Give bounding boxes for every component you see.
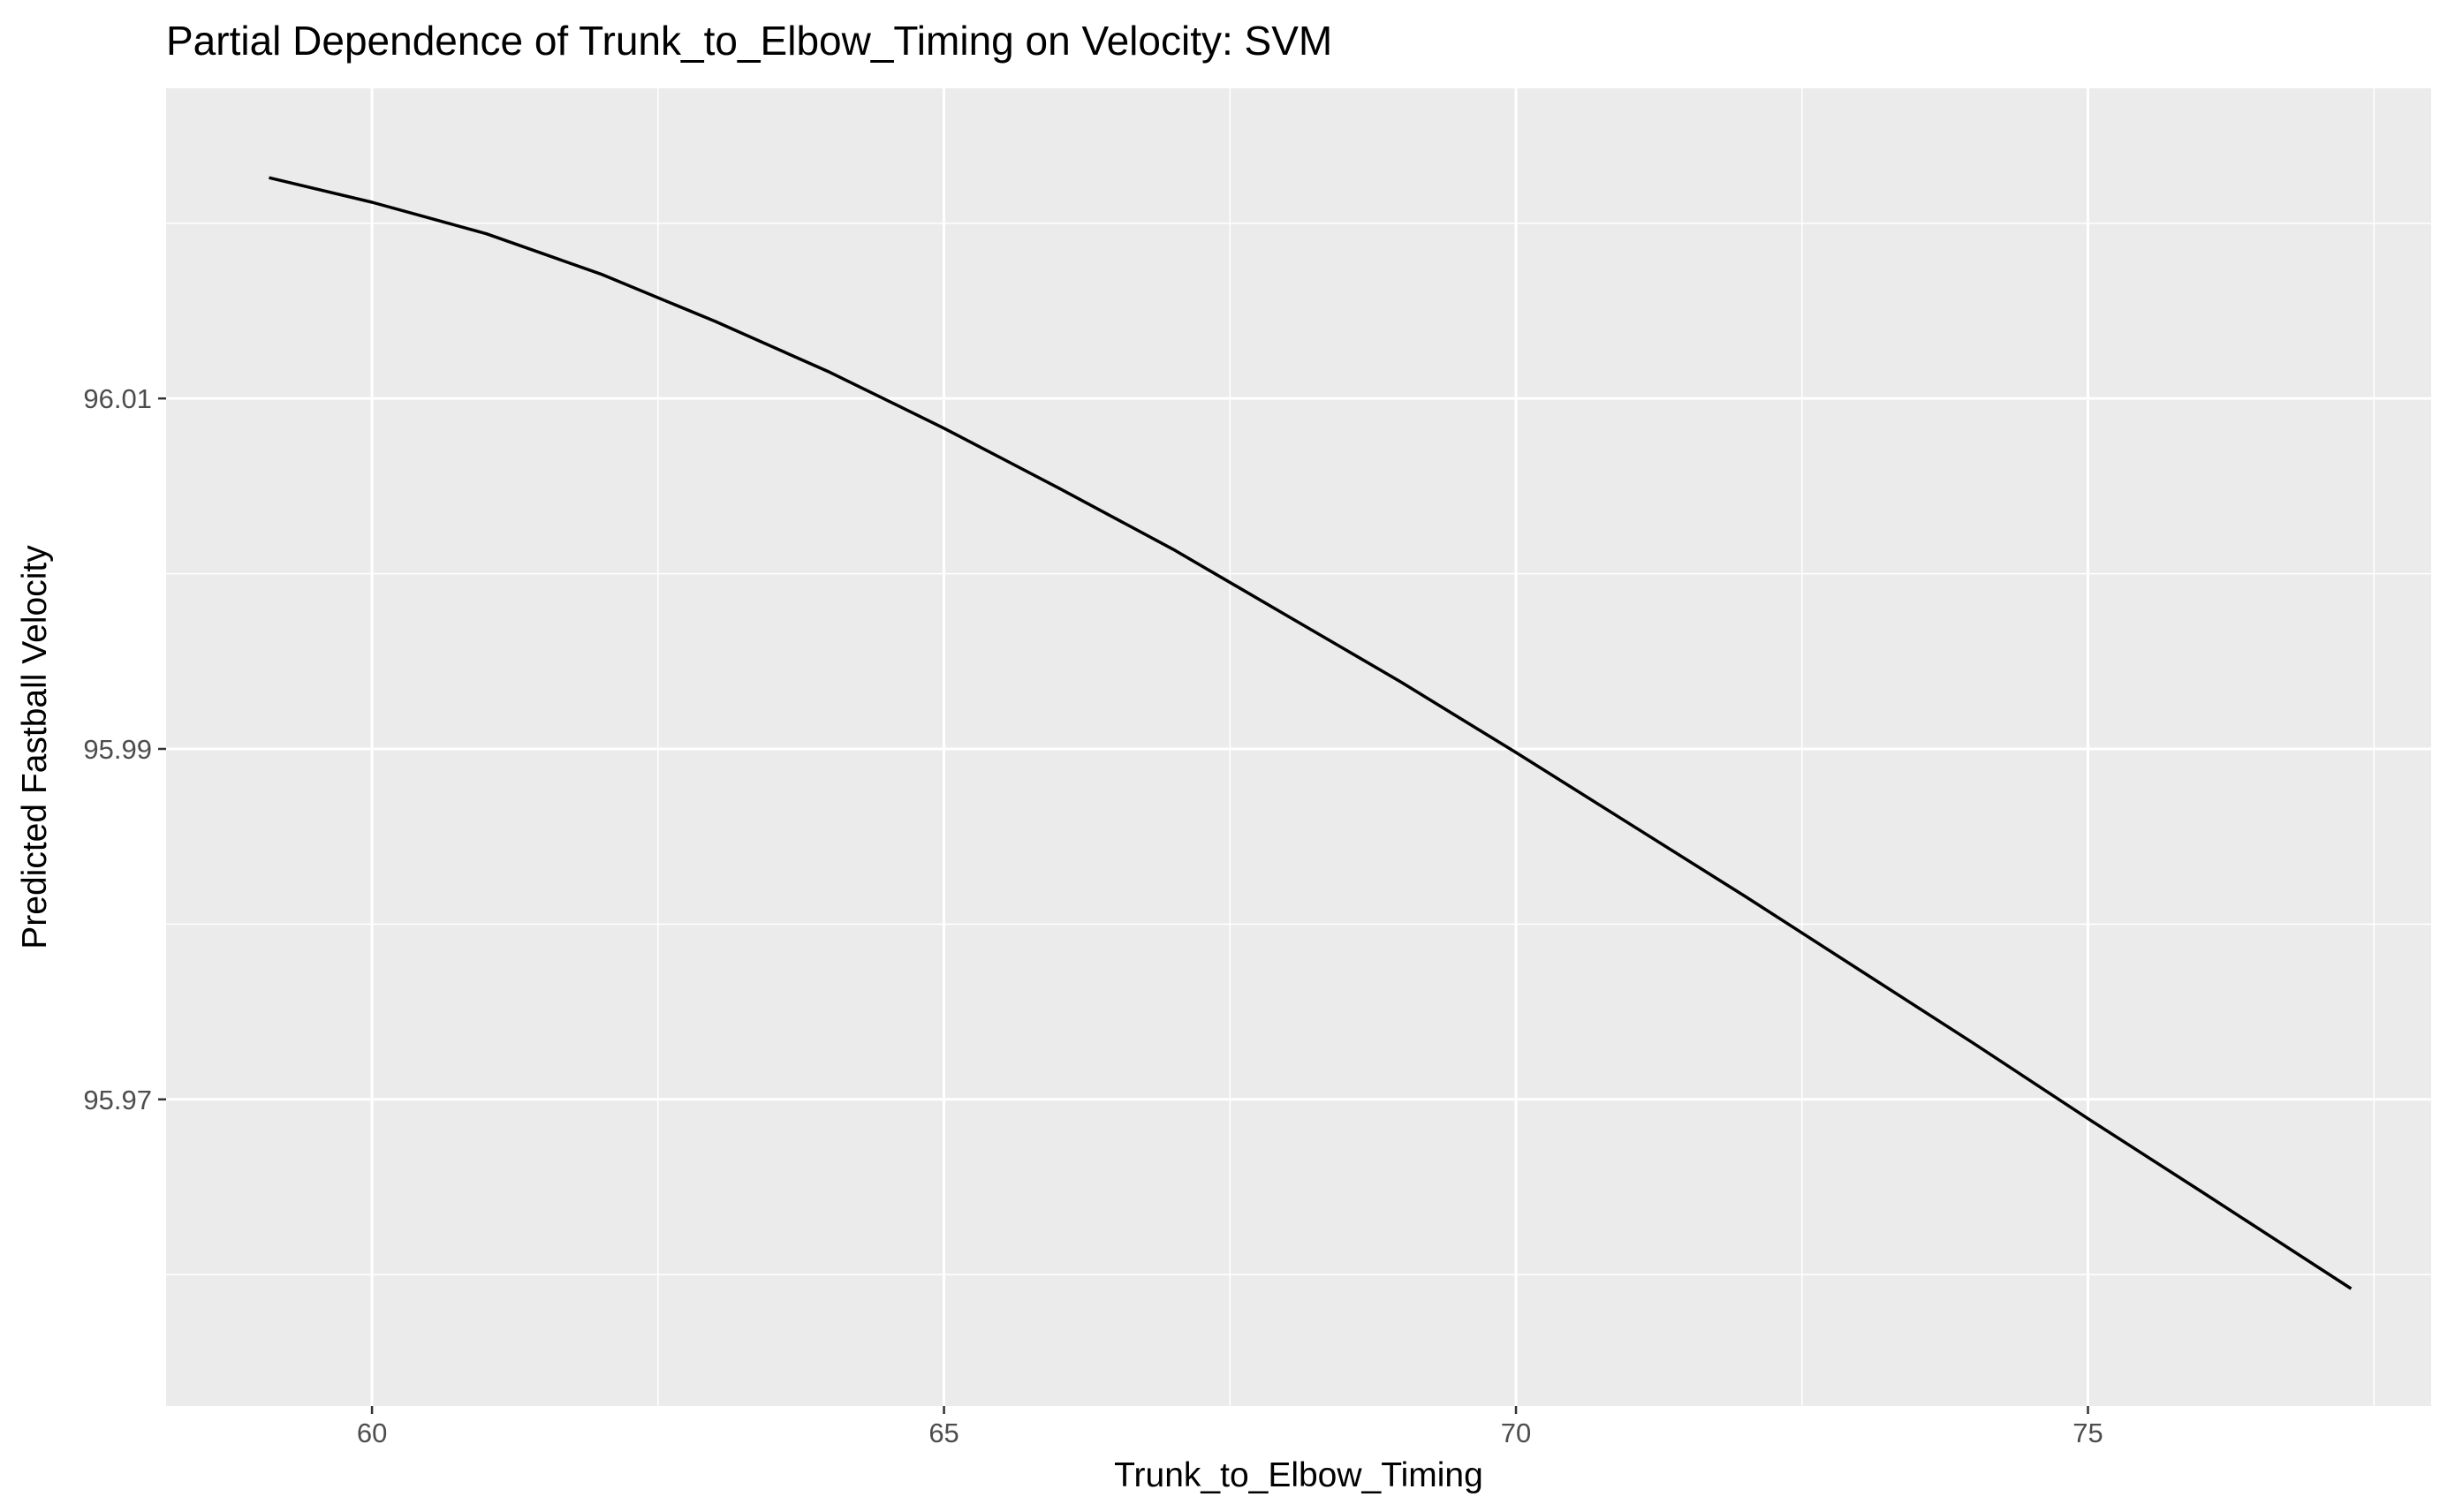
x-tick-label: 60 [357, 1418, 387, 1448]
y-axis: 95.97 95.99 96.01 [83, 383, 166, 1115]
x-axis-title: Trunk_to_Elbow_Timing [1114, 1456, 1483, 1494]
minor-gridlines [166, 88, 2431, 1406]
x-tick-label: 75 [2072, 1418, 2103, 1448]
series-layer [269, 176, 2353, 1290]
chart-title: Partial Dependence of Trunk_to_Elbow_Tim… [166, 18, 1332, 64]
y-tick-label: 95.99 [83, 734, 152, 765]
series-line [269, 176, 2353, 1290]
y-tick-label: 96.01 [83, 383, 152, 414]
plot-panel [166, 88, 2431, 1406]
major-gridlines [166, 88, 2431, 1406]
x-tick-label: 65 [928, 1418, 959, 1448]
x-axis: 60 65 70 75 [357, 1406, 2103, 1448]
x-tick-label: 70 [1501, 1418, 1531, 1448]
y-tick-label: 95.97 [83, 1085, 152, 1115]
y-axis-title: Predicted Fastball Velocity [16, 545, 54, 949]
